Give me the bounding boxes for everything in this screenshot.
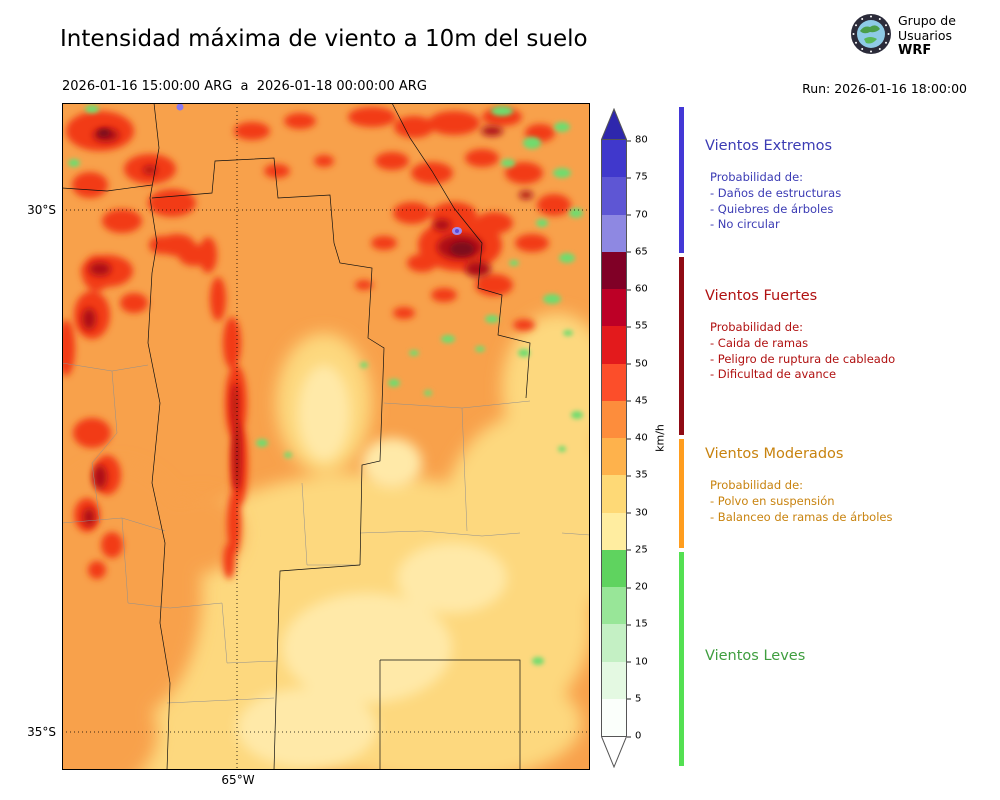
colorbar-body bbox=[601, 140, 627, 736]
colorbar-tick-label: 0 bbox=[626, 730, 642, 742]
colorbar-segment bbox=[602, 512, 626, 550]
wind-field-layer bbox=[62, 103, 590, 770]
model-run-label: Run: 2026-01-16 18:00:00 bbox=[802, 81, 967, 96]
colorbar-tick-label: 70 bbox=[627, 209, 648, 220]
colorbar-segment bbox=[602, 400, 626, 438]
wind-map-canvas bbox=[62, 103, 590, 770]
logo-line2: Usuarios bbox=[898, 28, 953, 43]
colorbar-tick-label: 65 bbox=[627, 246, 648, 258]
legend-section-extremos: Vientos Extremos Probabilidad de: - Daño… bbox=[705, 138, 985, 233]
colorbar-tick-label: 60 bbox=[627, 283, 648, 295]
legend-title: Vientos Fuertes bbox=[705, 288, 818, 304]
colorbar-segment bbox=[602, 624, 626, 662]
wrf-logo: Grupo de Usuarios WRF bbox=[850, 13, 956, 58]
legend-section-moderados: Vientos Moderados Probabilidad de: - Pol… bbox=[705, 446, 985, 525]
department-borders bbox=[62, 362, 590, 704]
lon-label-65w: 65°W bbox=[221, 773, 255, 787]
legend-title: Vientos Extremos bbox=[705, 138, 833, 154]
legend-item: - Polvo en suspensión bbox=[710, 494, 835, 508]
legend-title: Vientos Moderados bbox=[705, 446, 844, 462]
colorbar-segment bbox=[602, 549, 626, 587]
colorbar-tick-label: 25 bbox=[627, 544, 648, 556]
colorbar-segment bbox=[602, 661, 626, 699]
colorbar-tick-label: 45 bbox=[627, 395, 648, 407]
globe-icon bbox=[851, 14, 891, 54]
colorbar-tick-label: 5 bbox=[626, 693, 642, 705]
colorbar-segment bbox=[602, 326, 626, 364]
legend-item: - Caida de ramas bbox=[710, 336, 809, 350]
graticule bbox=[62, 103, 590, 770]
legend-range-bar-leves bbox=[679, 552, 684, 766]
colorbar-segment bbox=[602, 177, 626, 215]
colorbar-tick-label: 75 bbox=[627, 171, 648, 183]
legend-intro: Probabilidad de: bbox=[710, 320, 804, 334]
colorbar-tick-label: 20 bbox=[627, 581, 648, 593]
colorbar-segment bbox=[602, 475, 626, 513]
wind-map bbox=[62, 103, 590, 770]
legend-item: - Peligro de ruptura de cableado bbox=[710, 351, 896, 366]
colorbar-segment bbox=[602, 251, 626, 289]
colorbar-tick-label: 40 bbox=[627, 432, 648, 444]
colorbar-tick-label: 55 bbox=[627, 320, 648, 332]
colorbar-segment bbox=[602, 289, 626, 327]
logo-text: Grupo de Usuarios WRF bbox=[898, 13, 956, 58]
extreme-wind-spots bbox=[176, 103, 462, 235]
legend-item: - Balanceo de ramas de árboles bbox=[710, 509, 893, 524]
colorbar-tick-label: 50 bbox=[627, 358, 648, 369]
colorbar-segment bbox=[602, 363, 626, 401]
colorbar-tick-label: 15 bbox=[627, 618, 648, 630]
legend-section-leves: Vientos Leves bbox=[705, 648, 985, 680]
legend-item: - No circular bbox=[710, 217, 780, 231]
province-borders bbox=[62, 103, 531, 770]
map-border bbox=[62, 103, 590, 770]
valid-period-label: 2026-01-16 15:00:00 ARG a 2026-01-18 00:… bbox=[62, 79, 427, 94]
colorbar-segment bbox=[602, 698, 626, 736]
colorbar-tick-label: 10 bbox=[627, 656, 648, 667]
legend-item: - Daños de estructuras bbox=[710, 186, 842, 200]
colorbar-segment bbox=[602, 587, 626, 625]
page-title: Intensidad máxima de viento a 10m del su… bbox=[60, 26, 588, 52]
legend-range-bar-moderados bbox=[679, 439, 684, 548]
colorbar-segment bbox=[602, 438, 626, 476]
colorbar-arrow-up bbox=[601, 108, 627, 140]
colorbar-segment bbox=[602, 140, 626, 178]
lat-label-30s: 30°S bbox=[27, 203, 56, 217]
colorbar-unit-label: km/h bbox=[653, 424, 667, 452]
legend-range-bar-fuertes bbox=[679, 257, 684, 435]
colorbar-tick-label: 30 bbox=[627, 507, 648, 518]
logo-line1: Grupo de bbox=[898, 13, 956, 28]
lat-label-35s: 35°S bbox=[27, 725, 56, 739]
legend-intro: Probabilidad de: bbox=[710, 170, 804, 184]
colorbar-segment bbox=[602, 214, 626, 252]
legend-item: - Quiebres de árboles bbox=[710, 201, 834, 216]
colorbar-arrow-down bbox=[601, 736, 627, 768]
colorbar-ticks: 80 75 70 65 60 55 50 45 40 35 30 25 20 15 10 5 0 bbox=[626, 135, 659, 742]
logo-line3: WRF bbox=[898, 43, 932, 58]
legend-item: - Dificultad de avance bbox=[710, 367, 837, 381]
legend-section-fuertes: Vientos Fuertes Probabilidad de: - Caida… bbox=[705, 288, 985, 383]
colorbar-tick-label: 35 bbox=[627, 469, 648, 481]
legend-intro: Probabilidad de: bbox=[710, 478, 804, 492]
colorbar-tick-label: 80 bbox=[627, 134, 648, 146]
legend-title: Vientos Leves bbox=[705, 648, 806, 664]
legend-range-bar-extremos bbox=[679, 107, 684, 253]
